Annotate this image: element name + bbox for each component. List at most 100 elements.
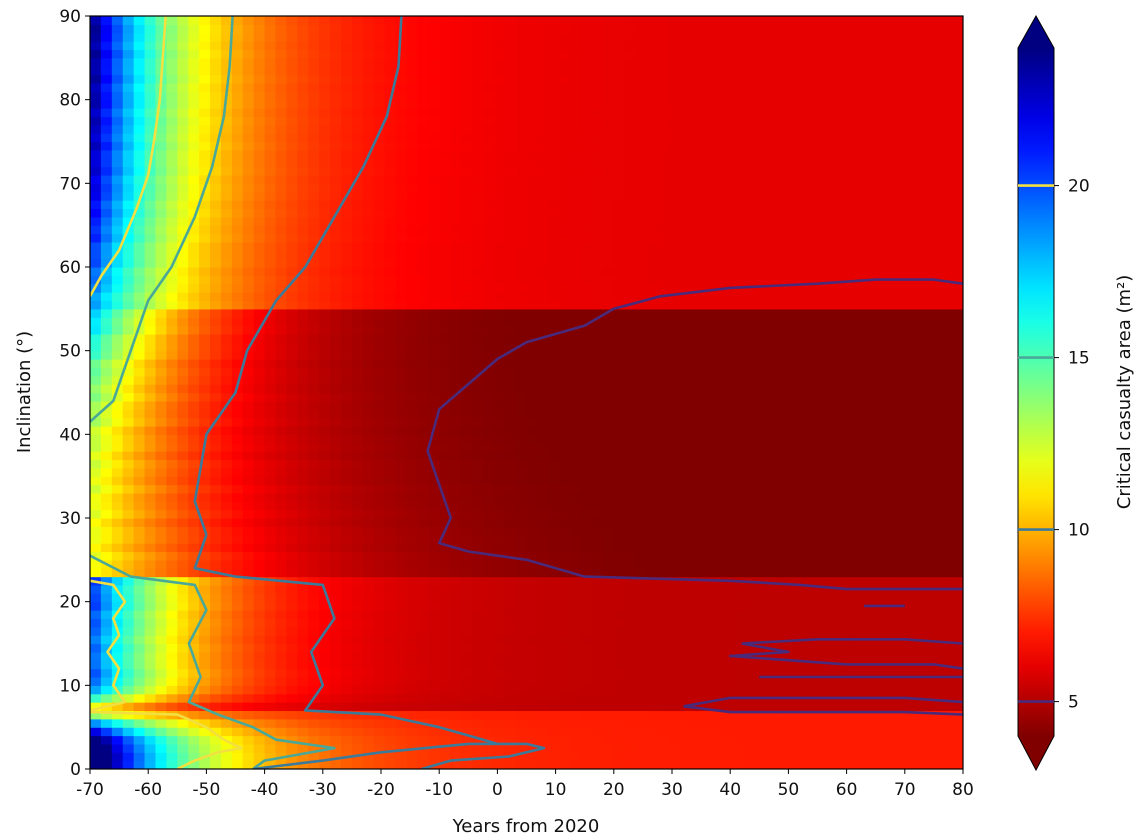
heatmap-cell: [875, 442, 888, 452]
heatmap-cell: [690, 584, 702, 594]
heatmap-cell: [941, 476, 953, 486]
heatmap-cell: [515, 576, 528, 586]
heatmap-cell: [450, 610, 462, 619]
heatmap-cell: [908, 467, 920, 477]
heatmap-cell: [853, 501, 866, 511]
heatmap-cell: [90, 275, 102, 285]
heatmap-cell: [941, 518, 953, 527]
heatmap-cell: [351, 543, 364, 553]
heatmap-cell: [461, 425, 473, 435]
heatmap-cell: [395, 593, 408, 603]
heatmap-cell: [286, 509, 298, 519]
heatmap-cell: [351, 551, 364, 561]
heatmap-cell: [777, 752, 789, 762]
heatmap-cell: [319, 727, 331, 737]
heatmap-cell: [308, 610, 320, 619]
heatmap-cell: [133, 660, 146, 670]
heatmap-cell: [297, 743, 309, 753]
heatmap-cell: [952, 702, 963, 712]
heatmap-cell: [231, 718, 244, 728]
heatmap-cell: [712, 342, 724, 352]
heatmap-cell: [744, 559, 757, 569]
heatmap-cell: [439, 333, 451, 343]
heatmap-cell: [177, 635, 189, 645]
heatmap-cell: [908, 501, 920, 511]
heatmap-cell: [701, 392, 713, 402]
heatmap-cell: [635, 735, 648, 745]
heatmap-cell: [777, 584, 789, 594]
heatmap-cell: [471, 267, 484, 276]
heatmap-cell: [810, 643, 822, 653]
heatmap-cell: [406, 476, 418, 486]
heatmap-cell: [90, 451, 102, 461]
heatmap-cell: [875, 543, 888, 553]
heatmap-cell: [384, 593, 397, 603]
heatmap-cell: [832, 484, 844, 494]
heatmap-cell: [384, 509, 397, 519]
heatmap-cell: [755, 292, 768, 302]
heatmap-cell: [122, 292, 135, 302]
heatmap-cell: [755, 434, 768, 444]
heatmap-cell: [690, 518, 702, 527]
heatmap-cell: [799, 308, 811, 318]
heatmap-cell: [668, 576, 680, 586]
heatmap-cell: [90, 459, 102, 469]
heatmap-cell: [919, 283, 931, 293]
heatmap-cell: [242, 551, 255, 561]
heatmap-cell: [744, 308, 757, 318]
heatmap-cell: [515, 702, 528, 712]
heatmap-cell: [712, 434, 724, 444]
heatmap-cell: [766, 425, 779, 435]
heatmap-cell: [624, 492, 637, 502]
heatmap-cell: [897, 735, 910, 745]
heatmap-cell: [504, 350, 517, 360]
heatmap-cell: [264, 743, 277, 753]
heatmap-cell: [297, 400, 309, 410]
heatmap-cell: [701, 267, 713, 276]
heatmap-cell: [373, 250, 386, 260]
heatmap-cell: [952, 559, 963, 569]
heatmap-cell: [155, 543, 167, 553]
heatmap-cell: [613, 760, 626, 769]
heatmap-cell: [875, 325, 888, 335]
heatmap-cell: [144, 342, 157, 352]
heatmap-cell: [930, 375, 942, 385]
heatmap-cell: [144, 434, 157, 444]
heatmap-cell: [199, 392, 211, 402]
heatmap-cell: [253, 618, 266, 628]
heatmap-cell: [537, 442, 549, 452]
heatmap-cell: [144, 350, 157, 360]
heatmap-cell: [417, 568, 429, 578]
heatmap-cell: [810, 333, 822, 343]
heatmap-cell: [264, 300, 277, 310]
heatmap-cell: [799, 492, 811, 502]
heatmap-cell: [559, 350, 571, 360]
heatmap-cell: [319, 501, 331, 511]
heatmap-cell: [635, 300, 648, 310]
heatmap-cell: [886, 551, 899, 561]
heatmap-cell: [428, 317, 440, 327]
heatmap-cell: [504, 651, 517, 661]
heatmap-cell: [122, 425, 135, 435]
heatmap-cell: [297, 392, 309, 402]
heatmap-cell: [166, 676, 178, 686]
heatmap-cell: [286, 534, 298, 544]
heatmap-cell: [570, 568, 582, 578]
heatmap-cell: [821, 509, 833, 519]
heatmap-cell: [439, 308, 451, 318]
heatmap-cell: [220, 258, 233, 268]
heatmap-cell: [340, 300, 353, 310]
heatmap-cell: [842, 568, 855, 578]
heatmap-cell: [875, 267, 888, 276]
heatmap-cell: [188, 375, 200, 385]
heatmap-cell: [188, 367, 200, 377]
heatmap-cell: [231, 333, 244, 343]
heatmap-cell: [864, 501, 877, 511]
heatmap-cell: [210, 317, 222, 327]
heatmap-cell: [493, 718, 506, 728]
heatmap-cell: [842, 342, 855, 352]
heatmap-cell: [515, 651, 528, 661]
heatmap-cell: [635, 752, 648, 762]
heatmap-cell: [428, 342, 440, 352]
heatmap-cell: [242, 601, 255, 611]
